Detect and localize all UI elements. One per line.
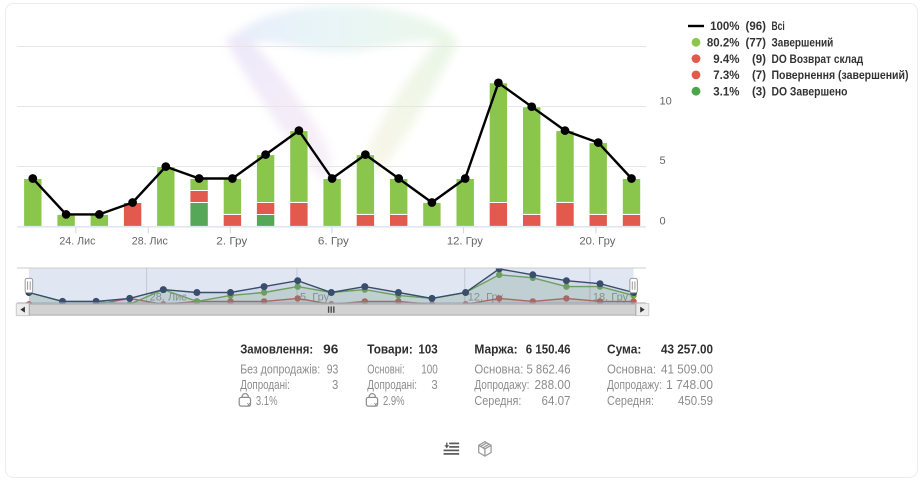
svg-text:6. Гру: 6. Гру <box>318 236 350 248</box>
svg-text:0: 0 <box>660 215 666 227</box>
svg-text:(96): (96) <box>746 21 767 33</box>
svg-text:Основна:: Основна: <box>607 362 656 376</box>
svg-text:20. Гру: 20. Гру <box>579 236 616 248</box>
svg-text:Допродані:: Допродані: <box>240 378 290 392</box>
svg-text:Без допродажів:: Без допродажів: <box>240 362 320 376</box>
svg-text:(7): (7) <box>752 70 766 82</box>
svg-text:Основні:: Основні: <box>367 362 404 376</box>
svg-text:(9): (9) <box>752 54 766 66</box>
svg-text:3.1%: 3.1% <box>713 86 739 98</box>
svg-text:7.3%: 7.3% <box>713 70 739 82</box>
svg-text:43 257.00: 43 257.00 <box>661 342 713 357</box>
svg-text:450.59: 450.59 <box>678 394 713 408</box>
svg-text:(77): (77) <box>746 38 767 50</box>
svg-text:Допродажу:: Допродажу: <box>607 378 662 392</box>
svg-text:12. Гру: 12. Гру <box>447 236 484 248</box>
svg-text:Сума:: Сума: <box>607 342 641 357</box>
svg-text:2. Гру: 2. Гру <box>216 236 248 248</box>
svg-text:9.4%: 9.4% <box>713 54 739 66</box>
svg-text:Основна:: Основна: <box>474 362 523 376</box>
svg-text:Допродані:: Допродані: <box>367 378 417 392</box>
svg-text:Маржа:: Маржа: <box>474 342 517 357</box>
svg-text:3: 3 <box>431 378 437 392</box>
svg-text:Допродажу:: Допродажу: <box>474 378 529 392</box>
svg-text:DO Завершено: DO Завершено <box>772 86 848 98</box>
svg-text:93: 93 <box>327 362 339 376</box>
svg-text:Завершений: Завершений <box>772 38 834 50</box>
svg-text:100%: 100% <box>710 21 739 33</box>
svg-text:24. Лис: 24. Лис <box>59 236 95 248</box>
svg-text:3.1%: 3.1% <box>256 394 278 408</box>
svg-text:2.9%: 2.9% <box>383 394 405 408</box>
svg-text:28. Лис: 28. Лис <box>132 236 168 248</box>
svg-text:12. Гру: 12. Гру <box>468 292 504 304</box>
svg-text:64.07: 64.07 <box>542 394 571 408</box>
svg-text:Середня:: Середня: <box>607 394 654 408</box>
svg-text:10: 10 <box>660 95 672 107</box>
svg-text:x: x <box>374 401 378 408</box>
svg-text:Середня:: Середня: <box>474 394 521 408</box>
svg-text:1 748.00: 1 748.00 <box>666 378 713 392</box>
svg-text:5 862.46: 5 862.46 <box>527 362 571 376</box>
svg-text:Замовлення:: Замовлення: <box>240 342 313 357</box>
svg-text:Повернення (завершений): Повернення (завершений) <box>772 70 909 82</box>
svg-text:5: 5 <box>660 155 666 167</box>
svg-text:3: 3 <box>332 378 338 392</box>
svg-text:DO Возврат склад: DO Возврат склад <box>772 54 864 66</box>
svg-text:288.00: 288.00 <box>535 378 571 392</box>
svg-text:100: 100 <box>421 362 438 376</box>
svg-text:103: 103 <box>418 342 437 357</box>
svg-text:Товари:: Товари: <box>367 342 413 357</box>
svg-text:80.2%: 80.2% <box>707 38 740 50</box>
svg-text:(3): (3) <box>752 86 766 98</box>
svg-text:Всі: Всі <box>772 21 785 33</box>
svg-text:41 509.00: 41 509.00 <box>661 362 713 376</box>
svg-text:x: x <box>247 401 251 408</box>
svg-text:6 150.46: 6 150.46 <box>526 342 571 357</box>
svg-text:96: 96 <box>323 342 338 357</box>
